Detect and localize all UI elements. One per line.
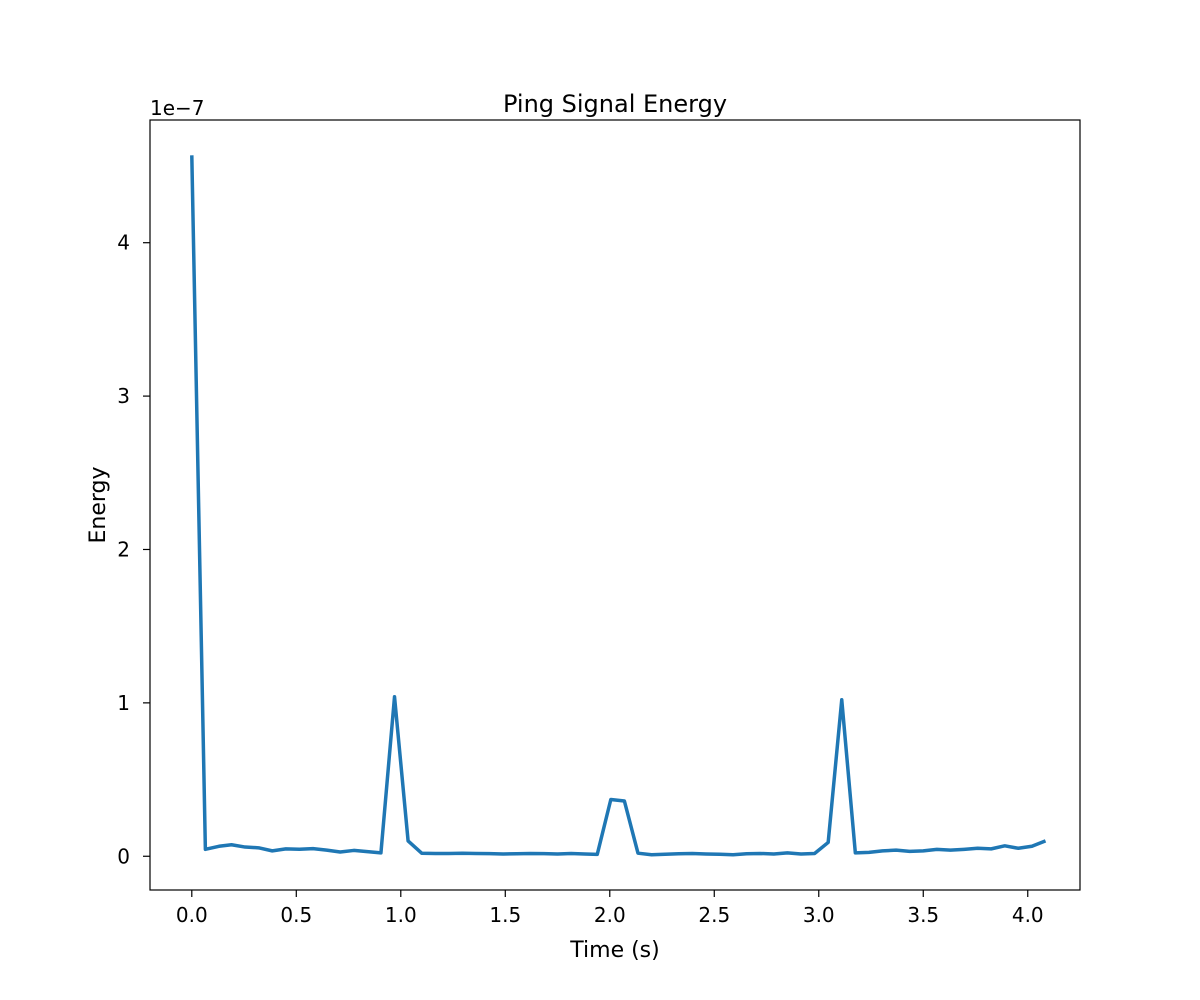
series-line: [190, 155, 1047, 857]
y-tick-label: 3: [117, 384, 130, 408]
x-tick-label: 0.5: [280, 903, 312, 927]
x-tick-label: 2.5: [698, 903, 730, 927]
y-tick-label: 4: [117, 231, 130, 255]
chart-title: Ping Signal Energy: [503, 90, 727, 118]
x-tick-label: 3.5: [907, 903, 939, 927]
x-tick-label: 4.0: [1012, 903, 1044, 927]
x-tick-label: 3.0: [803, 903, 835, 927]
x-axis: 0.0 0.5 1.0 1.5 2.0 2.5 3.0 3.5 4.0: [176, 890, 1044, 927]
x-tick-label: 0.0: [176, 903, 208, 927]
y-tick-label: 2: [117, 537, 130, 561]
y-axis-label: Energy: [86, 466, 111, 543]
y-tick-label: 1: [117, 691, 130, 715]
x-axis-label: Time (s): [569, 938, 659, 963]
plot-frame: [149, 119, 1081, 891]
x-tick-label: 2.0: [594, 903, 626, 927]
x-tick-label: 1.5: [489, 903, 521, 927]
y-tick-label: 0: [117, 844, 130, 868]
y-offset-label: 1e−7: [150, 96, 205, 120]
x-tick-label: 1.0: [385, 903, 417, 927]
plot-area: [190, 155, 1047, 857]
y-axis: 0 1 2 3 4: [117, 231, 150, 868]
